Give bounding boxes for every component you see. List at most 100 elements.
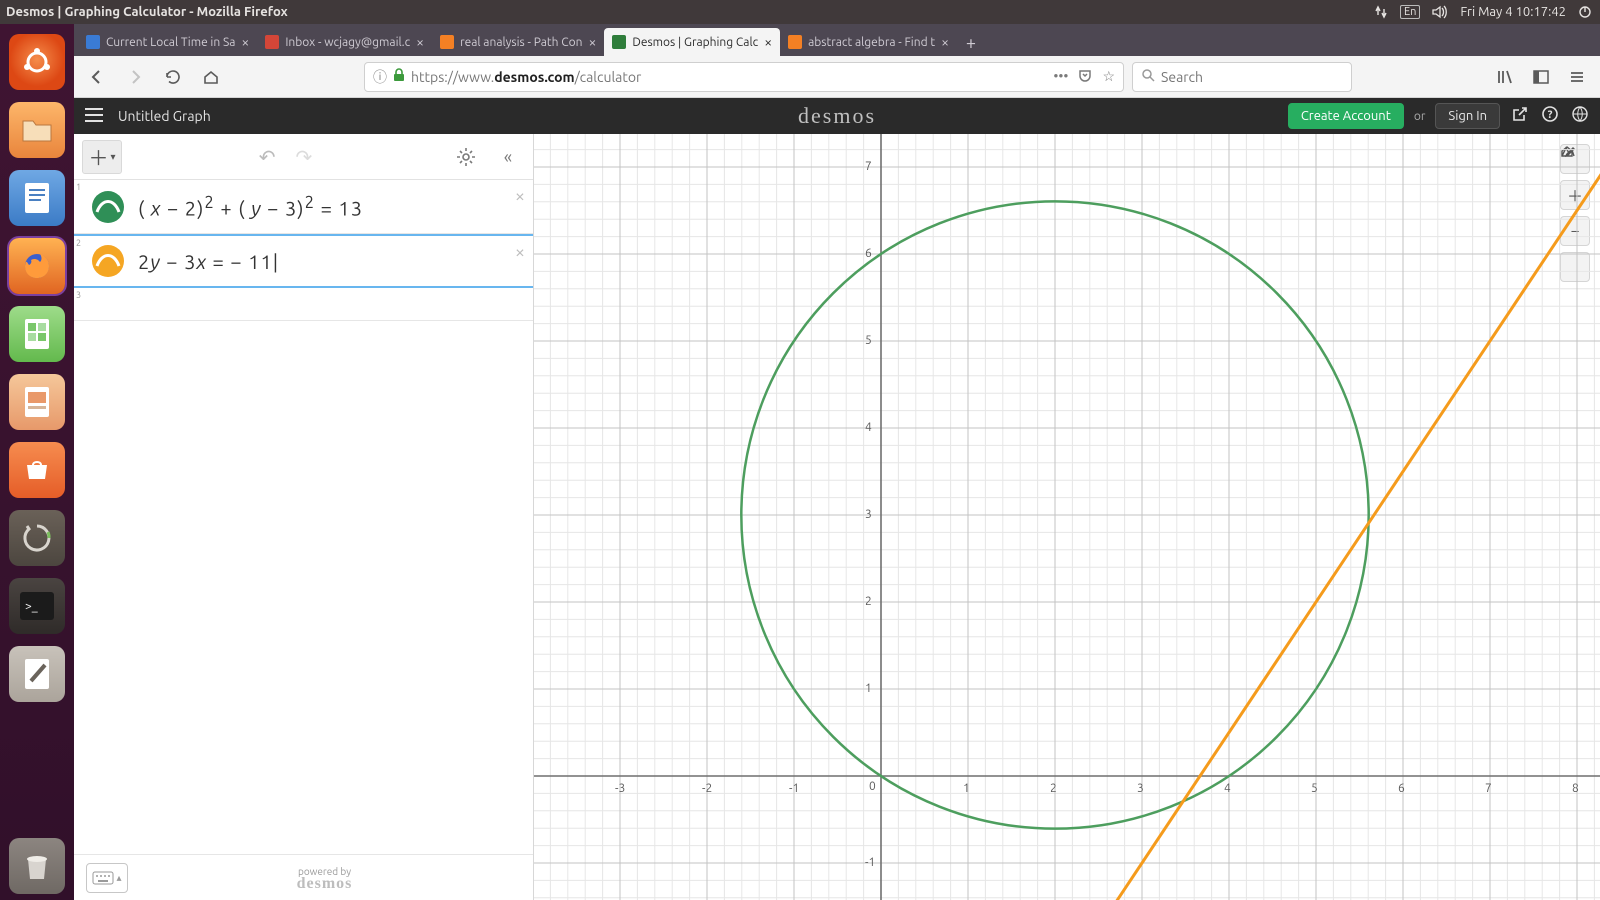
dock-dash[interactable]	[9, 34, 65, 90]
share-icon[interactable]	[1510, 105, 1530, 127]
bookmark-star-icon[interactable]: ☆	[1102, 68, 1115, 85]
info-icon[interactable]: ⓘ	[373, 67, 387, 87]
sign-in-button[interactable]: Sign In	[1435, 103, 1500, 129]
unity-dock: >_	[0, 24, 74, 900]
y-tick-label: 2	[865, 595, 872, 608]
x-tick-label: -3	[615, 782, 625, 795]
x-tick-label: 1	[963, 782, 970, 795]
y-tick-label: 6	[865, 247, 872, 260]
y-tick-label: 1	[865, 682, 872, 695]
powered-by: powered by desmos	[297, 866, 353, 890]
redo-button[interactable]: ↷	[296, 145, 313, 169]
collapse-panel-icon[interactable]: «	[491, 140, 525, 174]
search-box[interactable]	[1132, 62, 1352, 92]
expression-row[interactable]: 3	[74, 288, 533, 321]
desmos-logo: desmos	[798, 103, 876, 129]
search-icon	[1141, 68, 1155, 85]
delete-expression-icon[interactable]: ×	[515, 242, 525, 262]
pocket-icon[interactable]	[1078, 68, 1092, 85]
forward-button	[120, 62, 150, 92]
lock-icon	[393, 68, 405, 85]
tab-favicon	[440, 35, 454, 49]
sidebar-icon[interactable]	[1526, 62, 1556, 92]
plot-line[interactable]	[534, 134, 1600, 900]
expression-index: 1	[74, 180, 86, 192]
help-icon[interactable]: ?	[1540, 105, 1560, 127]
url-scheme: https://www.	[411, 69, 494, 85]
graph-svg[interactable]	[534, 134, 1600, 900]
url-bar[interactable]: ⓘ https://www.desmos.com/calculator ••• …	[364, 62, 1124, 92]
sound-icon[interactable]	[1430, 5, 1450, 19]
back-button[interactable]	[82, 62, 112, 92]
undo-button[interactable]: ↶	[259, 145, 276, 169]
dock-updater[interactable]	[9, 510, 65, 566]
browser-tab[interactable]: abstract algebra - Find t ×	[780, 28, 957, 56]
expression-color-icon[interactable]	[92, 191, 124, 223]
create-account-button[interactable]: Create Account	[1288, 103, 1404, 129]
add-expression-button[interactable]: ＋▾	[82, 140, 122, 174]
language-icon[interactable]	[1570, 105, 1590, 127]
dock-writer[interactable]	[9, 170, 65, 226]
x-tick-label: 2	[1050, 782, 1057, 795]
desmos-body: ＋▾ ↶ ↷ « 1( x − 2)2 + ( y − 3)2 = 13×22y…	[74, 134, 1600, 900]
power-icon[interactable]	[1576, 5, 1594, 19]
browser-tab[interactable]: real analysis - Path Con ×	[432, 28, 604, 56]
tab-close-icon[interactable]: ×	[416, 34, 424, 50]
svg-text:?: ?	[1548, 109, 1553, 121]
dock-store[interactable]	[9, 442, 65, 498]
expression-row[interactable]: 2 2y − 3x = − 11|×	[74, 234, 533, 288]
graph-title[interactable]: Untitled Graph	[118, 108, 211, 124]
expression-math[interactable]: 2y − 3x = − 11|	[130, 250, 533, 273]
browser-tab[interactable]: Inbox - wcjagy@gmail.c×	[257, 28, 432, 56]
x-tick-label: 6	[1398, 782, 1405, 795]
tab-favicon	[788, 35, 802, 49]
keyboard-lang[interactable]: En	[1400, 5, 1420, 19]
dock-calc[interactable]	[9, 306, 65, 362]
desmos-menu-icon[interactable]	[84, 107, 104, 126]
library-icon[interactable]	[1490, 62, 1520, 92]
x-tick-label: 4	[1224, 782, 1231, 795]
expression-index: 3	[74, 288, 86, 300]
tab-close-icon[interactable]: ×	[764, 34, 772, 50]
expression-color-icon[interactable]	[92, 245, 124, 277]
svg-text:>_: >_	[25, 600, 38, 613]
reload-button[interactable]	[158, 62, 188, 92]
dock-editor[interactable]	[9, 646, 65, 702]
hamburger-menu-icon[interactable]	[1562, 62, 1592, 92]
tab-close-icon[interactable]: ×	[941, 34, 949, 50]
browser-window: Current Local Time in Sa×Inbox - wcjagy@…	[74, 24, 1600, 900]
clock[interactable]: Fri May 4 10:17:42	[1460, 5, 1566, 19]
expression-math[interactable]: ( x − 2)2 + ( y − 3)2 = 13	[130, 193, 533, 220]
graph-canvas[interactable]: ＋ − -3-2-112345678-112345670	[534, 134, 1600, 900]
y-tick-label: 3	[865, 508, 872, 521]
keypad-toggle[interactable]: ▴	[86, 863, 128, 893]
browser-tab[interactable]: Current Local Time in Sa ×	[78, 28, 257, 56]
page-actions-icon[interactable]: •••	[1053, 68, 1068, 85]
url-path: /calculator	[575, 69, 642, 85]
dock-files[interactable]	[9, 102, 65, 158]
dock-firefox[interactable]	[9, 238, 65, 294]
expression-index: 2	[74, 236, 86, 248]
search-input[interactable]	[1161, 69, 1343, 85]
expression-color-icon	[92, 288, 124, 320]
browser-tab[interactable]: Desmos | Graphing Calc×	[604, 28, 780, 56]
tab-favicon	[265, 35, 279, 49]
desmos-header: Untitled Graph desmos Create Account or …	[74, 98, 1600, 134]
tab-label: Current Local Time in Sa	[106, 36, 235, 49]
expression-list: 1( x − 2)2 + ( y − 3)2 = 13×22y − 3x = −…	[74, 180, 533, 321]
tab-label: abstract algebra - Find t	[808, 36, 935, 49]
tab-label: real analysis - Path Con	[460, 36, 582, 49]
tab-close-icon[interactable]: ×	[588, 34, 596, 50]
tab-close-icon[interactable]: ×	[241, 34, 249, 50]
network-icon[interactable]	[1372, 5, 1390, 19]
home-button[interactable]	[196, 62, 226, 92]
new-tab-button[interactable]: +	[957, 30, 985, 56]
delete-expression-icon[interactable]: ×	[515, 186, 525, 206]
dock-terminal[interactable]: >_	[9, 578, 65, 634]
origin-label: 0	[869, 780, 876, 793]
expression-settings-icon[interactable]	[449, 140, 483, 174]
expression-panel: ＋▾ ↶ ↷ « 1( x − 2)2 + ( y − 3)2 = 13×22y…	[74, 134, 534, 900]
dock-impress[interactable]	[9, 374, 65, 430]
dock-trash[interactable]	[9, 838, 65, 894]
expression-row[interactable]: 1 ( x − 2)2 + ( y − 3)2 = 13×	[74, 180, 533, 234]
